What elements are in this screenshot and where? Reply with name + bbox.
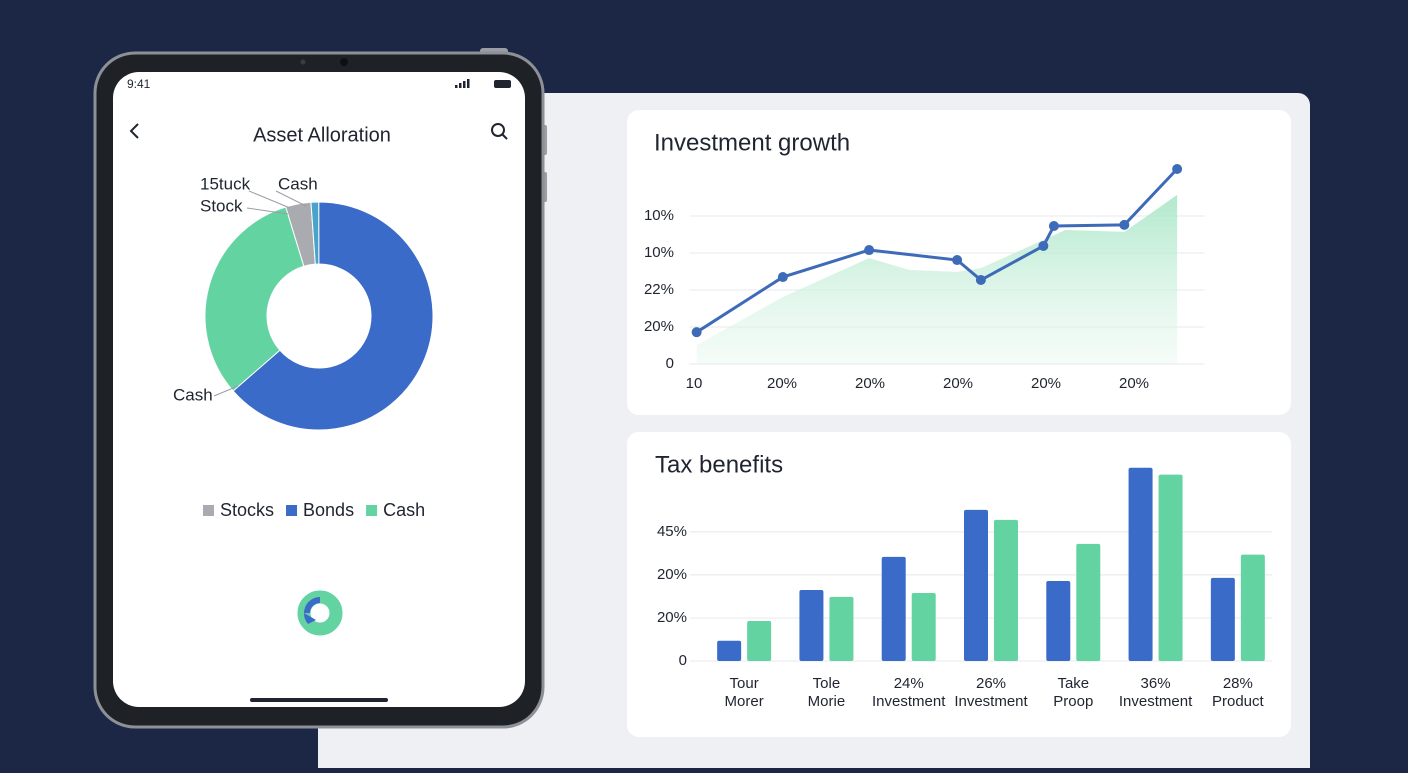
bar — [881, 556, 906, 661]
x-tick-label: Product — [1212, 693, 1265, 710]
signal-icon — [455, 79, 470, 88]
pie-annotation: Cash — [278, 174, 318, 193]
bar — [911, 592, 936, 661]
line-marker — [691, 327, 702, 338]
y-tick-label: 20% — [657, 566, 687, 583]
bar — [1158, 474, 1183, 661]
y-tick-label: 10% — [644, 207, 674, 224]
legend: Stocks Bonds Cash — [203, 500, 425, 520]
x-tick-label: Morer — [725, 693, 764, 710]
bar — [829, 596, 854, 661]
screen-title: Asset Alloration — [253, 124, 391, 146]
x-tick-label: 28% — [1223, 675, 1253, 692]
x-tick-label: Investment — [1119, 693, 1193, 710]
status-time: 9:41 — [127, 77, 151, 91]
line-marker — [1172, 164, 1183, 175]
bar — [1128, 467, 1153, 661]
x-tick-label: Morie — [808, 693, 846, 710]
x-tick-label: 24% — [894, 675, 924, 692]
legend-swatch — [286, 505, 298, 516]
x-tick-label: Take — [1057, 675, 1089, 692]
x-tick-label: 20% — [1119, 375, 1149, 392]
camera — [340, 58, 348, 66]
card-title: Investment growth — [654, 129, 850, 156]
legend-swatch — [203, 505, 214, 516]
x-tick-label: Proop — [1053, 693, 1093, 710]
x-tick-label: Investment — [872, 693, 946, 710]
bar — [994, 519, 1018, 661]
y-tick-label: 0 — [666, 355, 674, 372]
sensor — [300, 59, 306, 65]
x-tick-label: 36% — [1141, 675, 1171, 692]
bar — [1240, 554, 1265, 661]
back-button[interactable] — [129, 123, 139, 139]
line-marker — [777, 272, 788, 283]
bar — [747, 620, 772, 661]
legend-label: Cash — [383, 500, 425, 520]
pie-annotation: Cash — [173, 385, 213, 404]
x-tick-label: 26% — [976, 675, 1006, 692]
pie-annotation: 15tuck — [200, 174, 251, 193]
search-button[interactable] — [491, 123, 508, 140]
battery-icon — [494, 80, 511, 88]
y-tick-label: 45% — [657, 523, 687, 540]
pie-slice — [232, 201, 434, 431]
x-tick-label: 20% — [1031, 375, 1061, 392]
line-marker — [952, 255, 963, 266]
donut-chart — [204, 201, 434, 431]
bar — [717, 640, 742, 661]
area — [696, 194, 1178, 364]
bar — [799, 589, 824, 661]
legend-label: Bonds — [303, 500, 354, 520]
line-marker — [975, 275, 986, 286]
leader-lines — [213, 190, 307, 397]
line-marker — [1119, 219, 1130, 230]
line-marker — [864, 245, 875, 256]
bar — [1210, 577, 1235, 661]
x-tick-label: 10 — [686, 375, 703, 392]
x-tick-label: Investment — [954, 693, 1028, 710]
x-tick-label: 20% — [767, 375, 797, 392]
legend-label: Stocks — [220, 500, 274, 520]
x-tick-label: 20% — [943, 375, 973, 392]
small-donut-icon — [297, 590, 343, 636]
pie-slice — [204, 206, 305, 392]
y-tick-label: 22% — [644, 281, 674, 298]
bar — [964, 509, 988, 661]
y-tick-label: 10% — [644, 244, 674, 261]
x-tick-label: Tour — [730, 675, 759, 692]
line-marker — [1038, 240, 1049, 251]
y-tick-label: 0 — [679, 652, 687, 669]
pie-annotation: Stock — [200, 196, 243, 215]
line-marker — [1048, 220, 1059, 231]
x-tick-label: Tole — [813, 675, 841, 692]
y-tick-label: 20% — [657, 609, 687, 626]
bar — [1076, 543, 1101, 661]
home-indicator — [250, 698, 388, 702]
x-tick-label: 20% — [855, 375, 885, 392]
card-title: Tax benefits — [655, 451, 783, 478]
legend-swatch — [366, 505, 378, 516]
y-tick-label: 20% — [644, 318, 674, 335]
bar — [1046, 580, 1071, 661]
